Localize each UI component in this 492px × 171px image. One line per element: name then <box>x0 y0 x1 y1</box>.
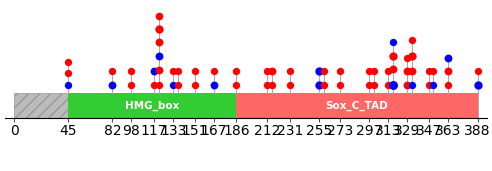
Point <box>389 68 397 70</box>
Point <box>64 83 72 86</box>
Point <box>315 83 323 86</box>
Point <box>320 70 328 73</box>
Point <box>169 83 177 86</box>
Point <box>408 54 416 57</box>
Point <box>64 61 72 64</box>
Point <box>191 70 199 73</box>
Point <box>444 56 452 59</box>
Point <box>370 83 378 86</box>
Point <box>365 70 373 73</box>
Point <box>408 83 416 86</box>
Point <box>268 83 276 86</box>
Point <box>389 83 397 86</box>
Point <box>155 41 163 44</box>
Point <box>384 83 392 86</box>
Point <box>315 70 323 73</box>
Point <box>474 70 482 73</box>
Point <box>233 70 241 73</box>
Point <box>389 41 397 44</box>
Point <box>286 70 294 73</box>
Point <box>210 83 218 86</box>
Point <box>337 83 344 86</box>
Point <box>365 83 373 86</box>
Point <box>320 83 328 86</box>
Bar <box>237 93 478 118</box>
Point <box>384 70 392 73</box>
Point <box>370 70 378 73</box>
Point <box>403 56 411 59</box>
Bar <box>68 93 237 118</box>
Point <box>108 70 116 73</box>
Text: Sox_C_TAD: Sox_C_TAD <box>326 101 388 111</box>
Point <box>108 83 116 86</box>
Point <box>155 28 163 30</box>
Point <box>403 70 411 73</box>
Point <box>64 72 72 75</box>
Point <box>155 69 163 71</box>
Point <box>191 83 199 86</box>
Point <box>174 70 182 73</box>
Point <box>444 70 452 73</box>
Point <box>169 70 177 73</box>
Point <box>286 83 294 86</box>
Point <box>425 83 432 86</box>
Point <box>337 70 344 73</box>
Point <box>150 70 158 73</box>
Point <box>403 83 411 86</box>
Point <box>127 83 135 86</box>
Point <box>233 83 241 86</box>
Point <box>474 83 482 86</box>
Point <box>408 70 416 73</box>
Text: HMG_box: HMG_box <box>125 101 180 111</box>
Point <box>127 70 135 73</box>
Point <box>430 70 437 73</box>
Point <box>174 83 182 86</box>
Point <box>264 83 272 86</box>
Bar <box>14 93 478 118</box>
Point <box>150 83 158 86</box>
Point <box>155 54 163 57</box>
Point <box>264 70 272 73</box>
Point <box>425 70 432 73</box>
Point <box>444 83 452 86</box>
Point <box>389 54 397 57</box>
Point <box>268 70 276 73</box>
Point <box>210 70 218 73</box>
Point <box>155 14 163 17</box>
Point <box>430 83 437 86</box>
Point <box>155 83 163 86</box>
Point <box>408 39 416 41</box>
